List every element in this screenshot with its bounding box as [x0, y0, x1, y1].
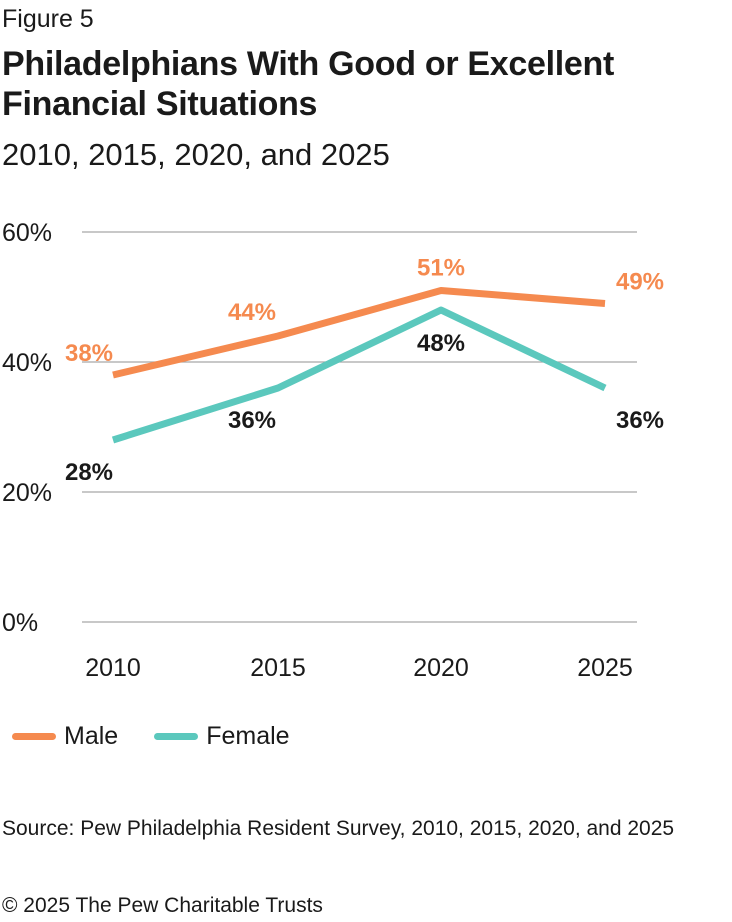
x-tick-label: 2015 [250, 654, 306, 682]
legend-swatch-female [154, 733, 199, 740]
legend-item-female: Female [154, 722, 290, 751]
x-tick-label: 2020 [413, 654, 469, 682]
series-line-male [112, 287, 606, 379]
data-label-male: 38% [65, 340, 113, 367]
series-line-female [111, 306, 607, 444]
legend-label-female: Female [206, 722, 290, 750]
data-label-male: 44% [228, 299, 276, 326]
legend-swatch-male [12, 733, 56, 740]
data-label-male: 51% [417, 255, 465, 282]
data-label-female: 36% [616, 407, 664, 434]
y-tick-label: 20% [2, 479, 52, 507]
legend-label-male: Male [64, 722, 119, 750]
data-label-female: 28% [65, 459, 113, 486]
figure-label: Figure 5 [2, 5, 94, 33]
data-label-female: 48% [417, 330, 465, 357]
data-label-male: 49% [616, 269, 664, 296]
copyright-note: © 2025 The Pew Charitable Trusts [2, 894, 323, 917]
chart-subtitle: 2010, 2015, 2020, and 2025 [2, 137, 390, 172]
chart-legend: Male Female [12, 722, 326, 751]
y-tick-label: 0% [2, 609, 38, 637]
chart-title: Philadelphians With Good or Excellent Fi… [2, 45, 615, 123]
source-note: Source: Pew Philadelphia Resident Survey… [2, 817, 675, 840]
y-tick-label: 40% [2, 349, 52, 377]
x-tick-label: 2010 [85, 654, 141, 682]
line-chart: 0% 20% 40% 60% 2010 2015 2020 2025 38% 44% 51% 49% 2… [2, 219, 664, 682]
legend-item-male: Male [12, 722, 118, 751]
y-tick-label: 60% [2, 219, 52, 247]
data-label-female: 36% [228, 407, 276, 434]
x-tick-label: 2025 [577, 654, 633, 682]
